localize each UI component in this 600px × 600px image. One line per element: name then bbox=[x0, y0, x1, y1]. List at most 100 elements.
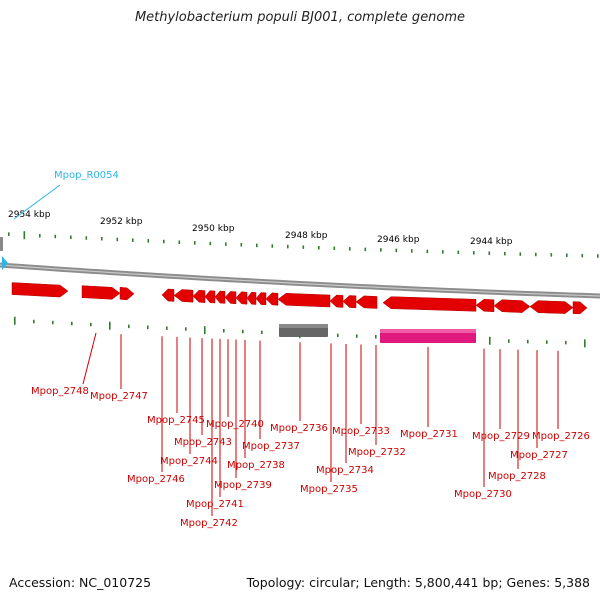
tick-mark bbox=[584, 339, 586, 348]
axis-label: 2954 kbp bbox=[8, 210, 51, 220]
gene-arrow bbox=[214, 290, 226, 304]
tick-mark bbox=[71, 321, 73, 326]
tick-mark bbox=[85, 236, 88, 240]
gene-label: Mpop_2743 bbox=[174, 437, 232, 448]
tick-mark bbox=[519, 252, 522, 256]
tick-mark bbox=[256, 243, 258, 248]
tick-mark bbox=[132, 238, 134, 242]
tick-mark bbox=[70, 235, 72, 239]
tick-mark bbox=[395, 248, 398, 253]
gene-label: Mpop_2731 bbox=[400, 429, 458, 440]
tick-mark bbox=[185, 327, 187, 331]
axis-label: 2946 kbp bbox=[377, 235, 420, 245]
tick-mark bbox=[535, 252, 537, 257]
axis-label: 2952 kbp bbox=[100, 217, 143, 227]
tick-mark bbox=[54, 234, 57, 239]
gene-arrow bbox=[572, 301, 588, 315]
tick-mark bbox=[581, 253, 584, 258]
tick-mark bbox=[550, 253, 553, 257]
gene-label: Mpop_2732 bbox=[348, 447, 406, 458]
gene-label: Mpop_2748 bbox=[31, 386, 89, 397]
tick-mark bbox=[546, 340, 548, 344]
tick-mark bbox=[39, 233, 41, 238]
tick-mark bbox=[271, 244, 274, 248]
tick-mark bbox=[261, 330, 263, 335]
genome-title: Methylobacterium populi BJ001, complete … bbox=[134, 10, 466, 25]
tick-mark bbox=[489, 336, 491, 345]
tick-mark bbox=[225, 242, 227, 246]
gene-label: Mpop_2727 bbox=[510, 450, 568, 461]
gene-arrow bbox=[81, 285, 121, 300]
gene-arrow bbox=[511, 299, 531, 313]
gene-arrow bbox=[493, 299, 513, 313]
tick-marks-top bbox=[8, 231, 599, 258]
accession-text: Accession: NC_010725 bbox=[9, 575, 152, 590]
gene-labels: Mpop_2748 Mpop_2747 Mpop_2746 Mpop_2745 Mpop… bbox=[31, 332, 590, 529]
gene-arrow bbox=[277, 293, 331, 308]
tick-mark bbox=[337, 333, 339, 338]
tick-mark bbox=[442, 250, 444, 254]
tick-mark bbox=[163, 239, 165, 244]
tick-mark bbox=[166, 326, 168, 330]
tick-mark bbox=[597, 254, 599, 258]
gene-label: Mpop_2745 bbox=[147, 415, 205, 426]
tick-mark bbox=[411, 249, 413, 253]
gene-label: Mpop_2726 bbox=[532, 431, 590, 442]
gene-label: Mpop_2737 bbox=[242, 441, 300, 452]
gene-arrow bbox=[173, 289, 194, 303]
tick-mark bbox=[109, 321, 111, 330]
gene-arrow bbox=[547, 300, 574, 314]
tick-mark bbox=[333, 246, 336, 251]
gene-label: Mpop_2733 bbox=[332, 426, 390, 437]
tick-mark bbox=[128, 324, 130, 329]
rna-feature-arrow bbox=[2, 256, 8, 270]
gene-label: Mpop_2739 bbox=[214, 480, 272, 491]
gene-arrow bbox=[224, 291, 237, 305]
gene-arrow bbox=[329, 294, 344, 308]
tick-mark bbox=[101, 236, 103, 241]
tick-mark bbox=[242, 329, 244, 334]
gene-label: Mpop_2730 bbox=[454, 489, 512, 500]
gene-arrow bbox=[235, 291, 248, 305]
gene-label: Mpop_2736 bbox=[270, 423, 328, 434]
tick-mark bbox=[380, 248, 382, 252]
tick-mark bbox=[209, 241, 212, 246]
gene-label: Mpop_2747 bbox=[90, 391, 148, 402]
tick-mark bbox=[240, 243, 243, 247]
gene-leader-line bbox=[82, 332, 97, 385]
gene-arrow bbox=[161, 288, 175, 302]
tick-mark bbox=[287, 244, 289, 249]
gene-label: Mpop_2746 bbox=[127, 474, 185, 485]
tick-mark bbox=[566, 253, 568, 258]
gene-label: Mpop_2735 bbox=[300, 484, 358, 495]
tick-mark bbox=[147, 325, 149, 330]
gene-arrow bbox=[246, 291, 257, 305]
tick-mark bbox=[204, 326, 206, 335]
gene-label: Mpop_2729 bbox=[472, 431, 530, 442]
tick-mark bbox=[488, 251, 491, 255]
tick-mark bbox=[426, 249, 429, 254]
tick-mark bbox=[318, 245, 320, 250]
tick-mark bbox=[194, 241, 196, 245]
tick-mark bbox=[473, 251, 475, 255]
gene-arrow bbox=[204, 290, 216, 304]
gene-label: Mpop_2734 bbox=[316, 465, 374, 476]
gene-arrow bbox=[265, 292, 279, 306]
tick-mark bbox=[302, 245, 305, 249]
gene-label: Mpop_2742 bbox=[180, 518, 238, 529]
tick-mark bbox=[527, 339, 529, 344]
tick-mark bbox=[52, 320, 54, 325]
tick-mark bbox=[375, 335, 377, 339]
tick-mark bbox=[147, 239, 150, 243]
gene-arrow bbox=[255, 292, 267, 306]
tick-mark bbox=[33, 319, 35, 324]
gene-arrow bbox=[342, 295, 357, 309]
edge-feature bbox=[0, 237, 3, 251]
gene-arrow bbox=[529, 300, 549, 314]
gray-feature-highlight bbox=[279, 324, 328, 328]
tick-mark bbox=[116, 237, 119, 242]
rna-leader-line bbox=[13, 184, 61, 220]
tick-mark bbox=[14, 316, 16, 325]
